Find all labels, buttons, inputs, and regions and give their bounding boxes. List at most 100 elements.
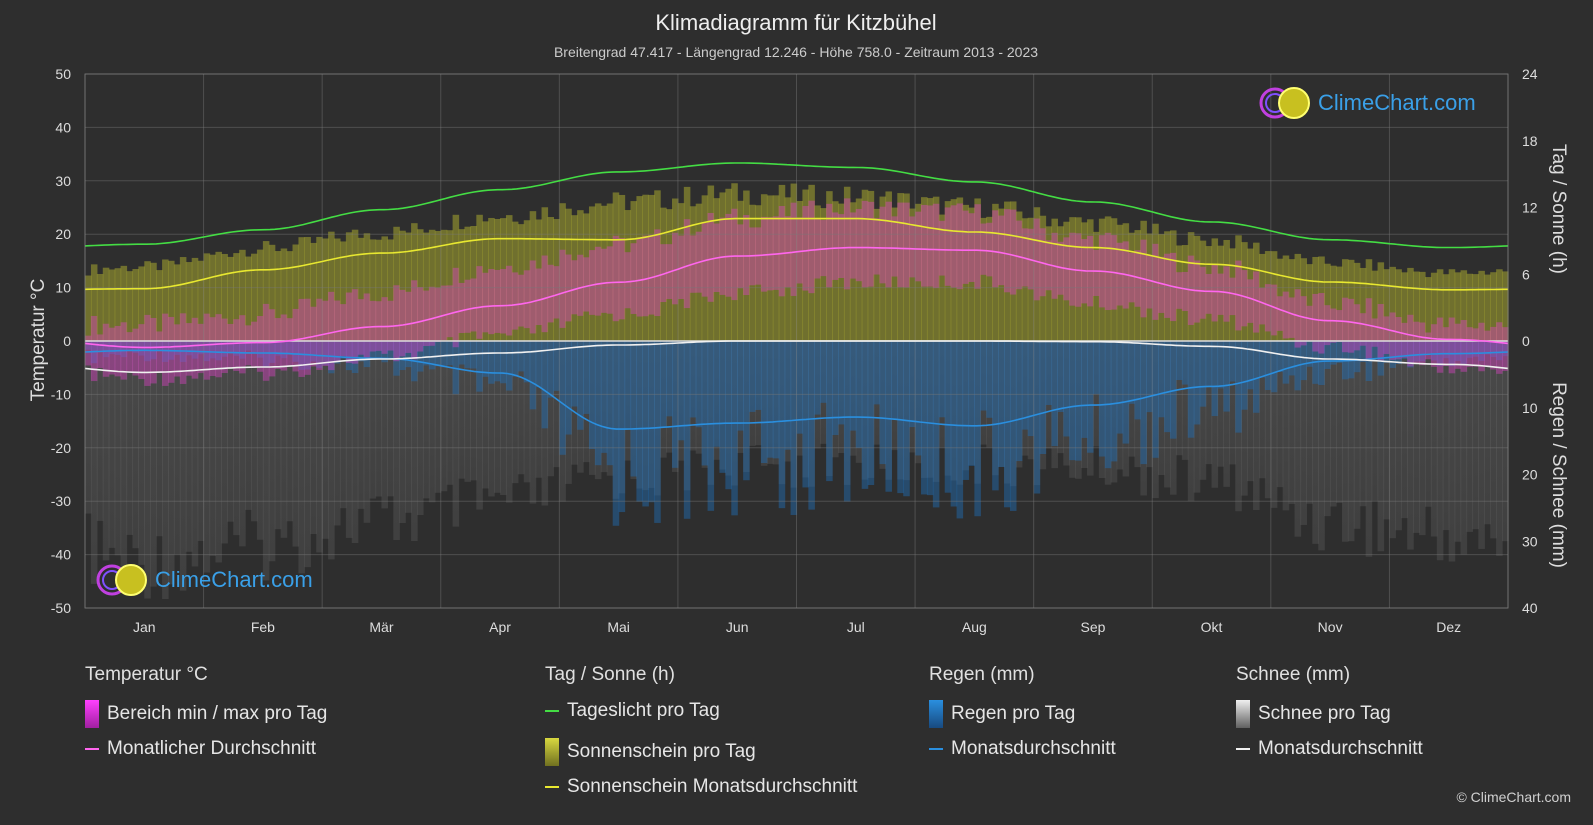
temp-range-bar [505,265,513,336]
temp-range-bar [873,218,881,275]
legend-temp-avg: Monatlicher Durchschnitt [85,738,316,760]
rain-bar [636,341,643,502]
rain-bar [588,341,596,450]
temp-range-bar [683,219,691,309]
logo-bottom[interactable]: ClimeChart.com [95,563,313,597]
rain-bar [802,341,809,488]
right-top-tick-label: 6 [1522,266,1530,282]
snow-bar [120,341,128,570]
sunshine-bar [102,267,110,341]
temp-range-bar [867,201,875,287]
rain-bar [387,341,394,358]
sunshine-bar [1004,201,1011,341]
temp-range-bar [1270,284,1278,336]
snow-bar [470,341,477,481]
rain-bar [713,341,721,447]
temp-range-bar [986,222,993,277]
sunshine-bar [1353,262,1361,341]
rain-bar [476,341,483,392]
month-tick-label: Mai [607,619,630,635]
temp-range-bar [832,212,839,280]
snow-bar [393,341,400,541]
temp-range-bar [1359,313,1367,346]
rain-bar [1460,341,1468,364]
temp-range-bar [1241,270,1248,327]
temp-range-bar [1478,322,1485,372]
left-axis-label: Temperatur °C [28,279,49,402]
snow-bar [173,341,181,555]
snow-bar [381,341,388,509]
sunshine-bar [535,219,543,341]
snow-bar [529,341,537,504]
temp-range-bar [458,282,466,334]
sunshine-bar [832,201,839,341]
rain-bar [683,341,691,519]
sunshine-bar [1389,266,1396,341]
temp-range-bar [482,272,489,333]
sunshine-bar [1472,274,1479,341]
temp-range-bar [671,232,679,305]
sunshine-bar [1502,271,1509,341]
sunshine-bar [903,193,910,341]
temp-range-bar [1205,273,1213,314]
sunshine-bar [547,217,555,341]
sunshine-bar [523,220,531,341]
sunshine-bar [731,183,738,341]
rain-swatch [929,700,943,728]
temp-range-bar [1009,209,1017,295]
rain-bar [630,341,638,477]
sunshine-bar [1413,271,1420,341]
sunshine-bar [90,264,98,341]
temp-range-bar [1502,327,1509,371]
temp-range-bar [1436,317,1444,373]
sunshine-bar [96,273,104,341]
rain-bar [535,341,543,388]
snow-bar [191,341,199,567]
snow-bar [707,341,715,485]
temp-range-bar [630,243,638,314]
sunshine-bar [1140,220,1147,341]
temp-range-bar [363,293,371,358]
sunshine-bar [1490,272,1497,341]
snow-bar [855,341,863,463]
snow-avg-swatch [1236,748,1250,750]
sunshine-bar [553,219,560,341]
temp-range-bar [932,203,940,289]
snow-bar [298,341,305,574]
rain-bar [992,341,999,491]
rain-bar [440,341,448,368]
snow-bar [559,341,566,502]
rain-bar [422,341,430,366]
rain-bar [1015,341,1023,462]
snow-bar [369,341,377,499]
snow-bar [577,341,584,473]
logo-top[interactable]: ClimeChart.com [1258,86,1476,120]
sunshine-bar [861,189,869,341]
temp-range-bar [464,279,471,333]
temp-range-bar [1199,266,1207,319]
temp-range-bar [1158,256,1165,313]
rain-bar [962,341,970,480]
snow-bar [832,341,839,458]
snow-bar [909,341,916,453]
temp-range-bar [381,297,388,354]
sunshine-bar [855,198,863,341]
temp-range-bar [203,313,211,380]
temp-range-bar [1330,308,1337,343]
snow-bar [1383,341,1391,520]
snow-bar [754,341,762,446]
rain-bar [417,341,424,372]
rain-bar [1110,341,1118,462]
sunshine-bar [357,237,365,341]
snow-bar [1229,341,1236,465]
rain-bar [1039,341,1047,455]
legend-snow-label: Schnee pro Tag [1258,703,1391,724]
rain-bar [849,341,857,431]
temp-range-bar [660,244,667,303]
sunshine-bar [998,208,1005,341]
temp-range-bar [393,285,400,362]
left-tick-label: 50 [55,66,71,82]
sunshine-bar [1092,231,1100,341]
snow-bar [132,341,139,549]
snow-bar [446,341,454,485]
